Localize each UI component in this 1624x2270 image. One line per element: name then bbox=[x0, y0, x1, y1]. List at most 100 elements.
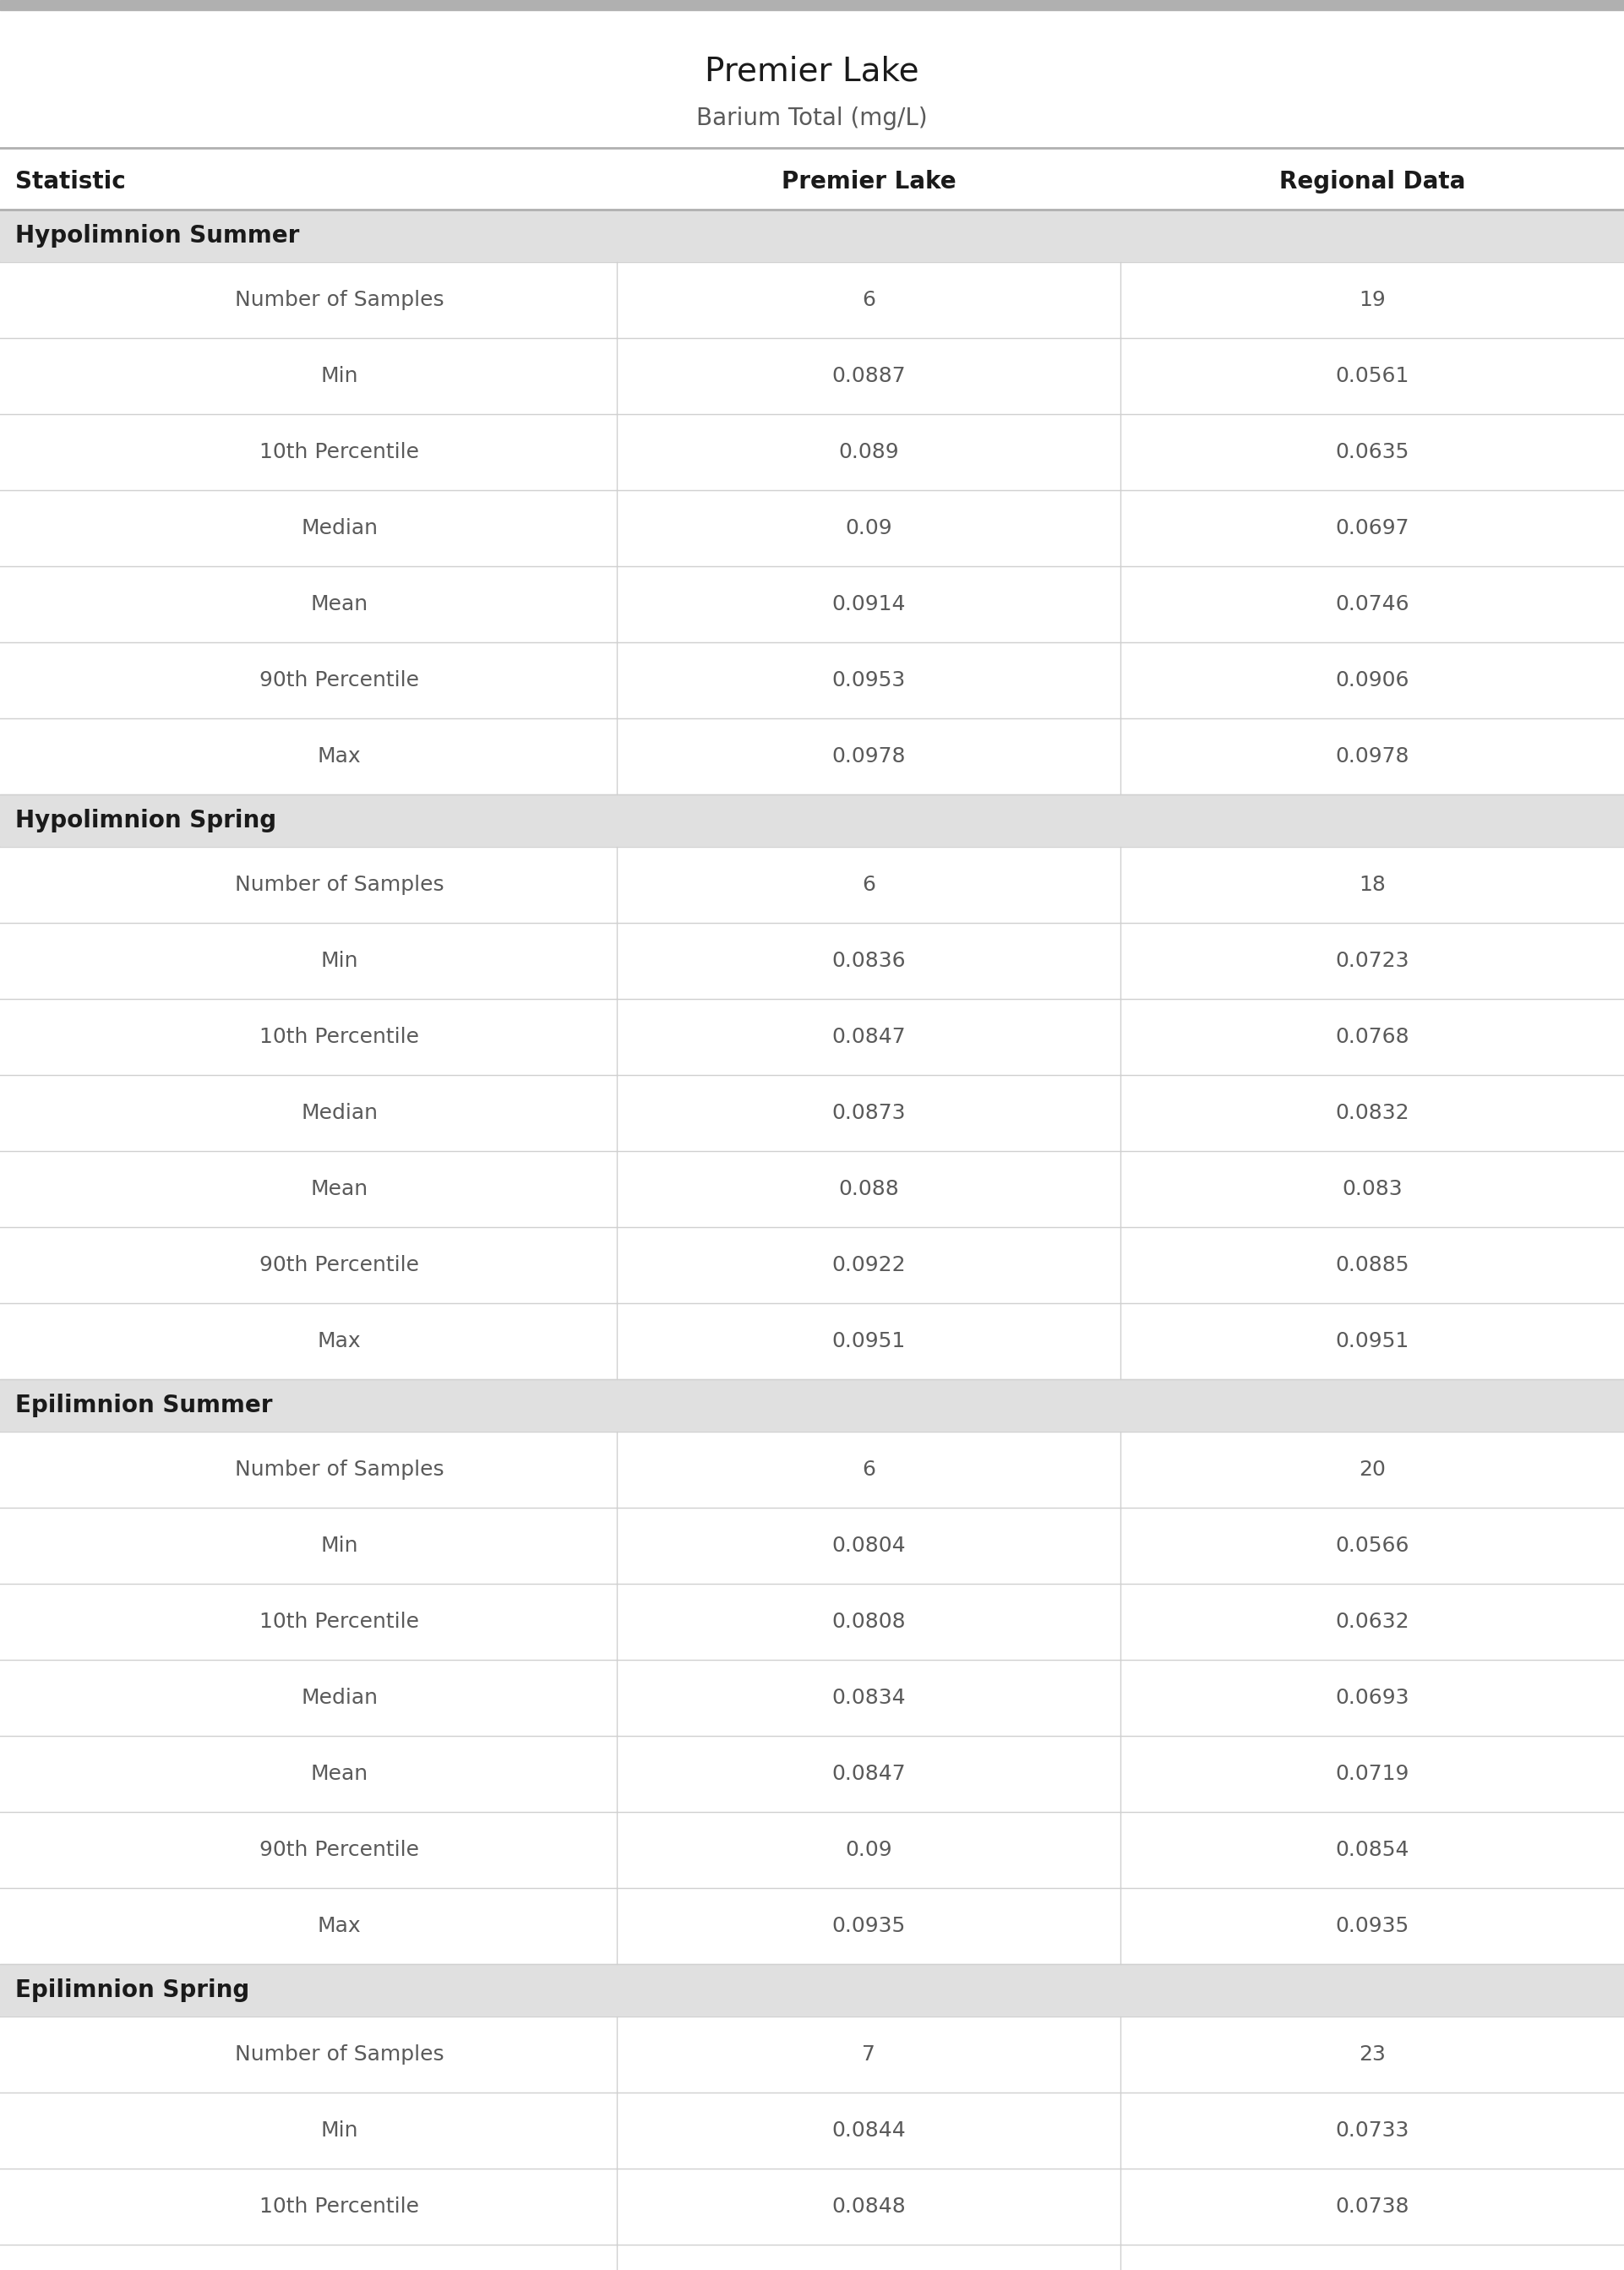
Text: 0.0922: 0.0922 bbox=[831, 1255, 906, 1276]
Text: Premier Lake: Premier Lake bbox=[705, 57, 919, 89]
Text: Median: Median bbox=[300, 1103, 378, 1124]
Bar bbox=[0, 2168, 1624, 2245]
Text: 0.0847: 0.0847 bbox=[831, 1764, 906, 1784]
Text: Number of Samples: Number of Samples bbox=[235, 2045, 443, 2066]
Text: 6: 6 bbox=[862, 291, 875, 311]
Text: 0.0723: 0.0723 bbox=[1335, 951, 1410, 972]
Text: Hypolimnion Summer: Hypolimnion Summer bbox=[15, 225, 299, 247]
Text: 20: 20 bbox=[1359, 1460, 1385, 1480]
Text: 0.089: 0.089 bbox=[838, 443, 900, 463]
Bar bbox=[0, 1151, 1624, 1228]
Text: Mean: Mean bbox=[310, 1178, 369, 1199]
Bar bbox=[0, 717, 1624, 794]
Text: 0.0847: 0.0847 bbox=[831, 1026, 906, 1046]
Text: 18: 18 bbox=[1359, 874, 1385, 894]
Text: Mean: Mean bbox=[310, 595, 369, 615]
Bar bbox=[0, 565, 1624, 642]
Bar bbox=[0, 1659, 1624, 1737]
Text: Hypolimnion Spring: Hypolimnion Spring bbox=[15, 808, 276, 833]
Bar bbox=[0, 261, 1624, 338]
Text: 0.0693: 0.0693 bbox=[1335, 1687, 1410, 1707]
Text: Min: Min bbox=[320, 951, 359, 972]
Text: 0.088: 0.088 bbox=[838, 1178, 900, 1199]
Bar bbox=[0, 338, 1624, 413]
Text: 0.0719: 0.0719 bbox=[1335, 1764, 1410, 1784]
Text: Max: Max bbox=[318, 1916, 361, 1936]
Text: 10th Percentile: 10th Percentile bbox=[260, 1612, 419, 1632]
Text: 0.0978: 0.0978 bbox=[831, 747, 906, 767]
Text: Statistic: Statistic bbox=[15, 170, 125, 193]
Text: 0.0832: 0.0832 bbox=[1335, 1103, 1410, 1124]
Text: 23: 23 bbox=[1359, 2045, 1385, 2066]
Text: Premier Lake: Premier Lake bbox=[781, 170, 957, 193]
Text: 6: 6 bbox=[862, 1460, 875, 1480]
Text: 0.0561: 0.0561 bbox=[1335, 365, 1410, 386]
Text: 0.0914: 0.0914 bbox=[831, 595, 906, 615]
Bar bbox=[0, 1228, 1624, 1303]
Text: 90th Percentile: 90th Percentile bbox=[260, 670, 419, 690]
Bar bbox=[0, 924, 1624, 999]
Text: 0.0566: 0.0566 bbox=[1335, 1535, 1410, 1555]
Text: Median: Median bbox=[300, 1687, 378, 1707]
Bar bbox=[0, 1584, 1624, 1659]
Text: 0.0804: 0.0804 bbox=[831, 1535, 906, 1555]
Text: 0.0978: 0.0978 bbox=[1335, 747, 1410, 767]
Text: 0.0935: 0.0935 bbox=[831, 1916, 906, 1936]
Text: Epilimnion Spring: Epilimnion Spring bbox=[15, 1979, 250, 2002]
Bar bbox=[0, 1507, 1624, 1584]
Text: Number of Samples: Number of Samples bbox=[235, 291, 443, 311]
Bar bbox=[0, 2093, 1624, 2168]
Text: 0.09: 0.09 bbox=[846, 1839, 892, 1859]
Text: 0.0635: 0.0635 bbox=[1335, 443, 1410, 463]
Text: 0.0885: 0.0885 bbox=[1335, 1255, 1410, 1276]
Text: 19: 19 bbox=[1359, 291, 1385, 311]
Bar bbox=[0, 999, 1624, 1076]
Text: 0.0953: 0.0953 bbox=[831, 670, 906, 690]
Bar bbox=[0, 2016, 1624, 2093]
Bar bbox=[0, 209, 1624, 261]
Text: 0.0808: 0.0808 bbox=[831, 1612, 906, 1632]
Text: Min: Min bbox=[320, 2120, 359, 2141]
Text: 0.0697: 0.0697 bbox=[1335, 518, 1410, 538]
Text: 10th Percentile: 10th Percentile bbox=[260, 1026, 419, 1046]
Bar bbox=[0, 0, 1624, 9]
Text: Number of Samples: Number of Samples bbox=[235, 874, 443, 894]
Bar bbox=[0, 1811, 1624, 1889]
Text: Max: Max bbox=[318, 747, 361, 767]
Bar bbox=[0, 490, 1624, 565]
Text: 6: 6 bbox=[862, 874, 875, 894]
Bar bbox=[0, 2245, 1624, 2270]
Bar bbox=[0, 847, 1624, 924]
Text: 0.0834: 0.0834 bbox=[831, 1687, 906, 1707]
Text: Min: Min bbox=[320, 365, 359, 386]
Bar bbox=[0, 794, 1624, 847]
Text: 10th Percentile: 10th Percentile bbox=[260, 2197, 419, 2218]
Bar bbox=[0, 1303, 1624, 1380]
Bar bbox=[0, 642, 1624, 717]
Text: 0.0951: 0.0951 bbox=[1335, 1330, 1410, 1351]
Text: Regional Data: Regional Data bbox=[1280, 170, 1465, 193]
Text: Number of Samples: Number of Samples bbox=[235, 1460, 443, 1480]
Bar bbox=[0, 1432, 1624, 1507]
Text: 90th Percentile: 90th Percentile bbox=[260, 1255, 419, 1276]
Bar bbox=[0, 413, 1624, 490]
Text: 0.0836: 0.0836 bbox=[831, 951, 906, 972]
Text: 0.0768: 0.0768 bbox=[1335, 1026, 1410, 1046]
Bar bbox=[0, 1737, 1624, 1811]
Text: Epilimnion Summer: Epilimnion Summer bbox=[15, 1394, 273, 1416]
Bar bbox=[0, 1889, 1624, 1964]
Text: 0.0632: 0.0632 bbox=[1335, 1612, 1410, 1632]
Bar bbox=[0, 1076, 1624, 1151]
Text: 90th Percentile: 90th Percentile bbox=[260, 1839, 419, 1859]
Text: 0.0935: 0.0935 bbox=[1335, 1916, 1410, 1936]
Text: 10th Percentile: 10th Percentile bbox=[260, 443, 419, 463]
Text: Max: Max bbox=[318, 1330, 361, 1351]
Text: Min: Min bbox=[320, 1535, 359, 1555]
Text: 0.0746: 0.0746 bbox=[1335, 595, 1410, 615]
Text: Mean: Mean bbox=[310, 1764, 369, 1784]
Text: 0.083: 0.083 bbox=[1341, 1178, 1403, 1199]
Text: 0.0738: 0.0738 bbox=[1335, 2197, 1410, 2218]
Text: 0.0951: 0.0951 bbox=[831, 1330, 906, 1351]
Text: 0.0873: 0.0873 bbox=[831, 1103, 906, 1124]
Text: Barium Total (mg/L): Barium Total (mg/L) bbox=[697, 107, 927, 129]
